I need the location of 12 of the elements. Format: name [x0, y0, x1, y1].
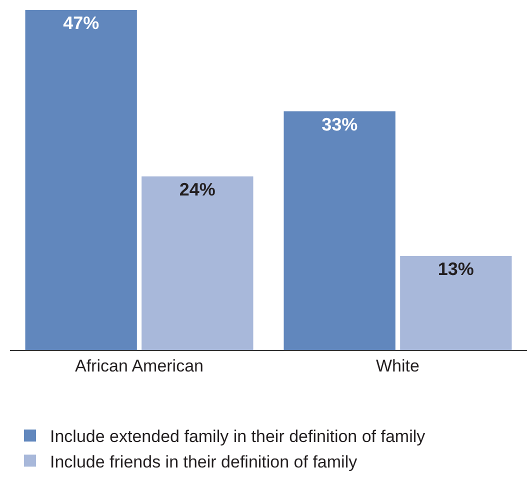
bar: [284, 111, 396, 350]
data-label: 47%: [63, 13, 100, 33]
data-label: 24%: [179, 179, 216, 200]
bar: [400, 256, 512, 350]
x-tick-label: White: [376, 356, 420, 376]
data-label: 13%: [438, 258, 474, 279]
legend-label: Include extended family in their definition of family: [50, 427, 426, 446]
x-tick-label: African American: [75, 356, 204, 376]
legend-label: Include friends in their definition of family: [50, 452, 358, 472]
data-label: 33%: [322, 114, 358, 134]
bar: [25, 10, 137, 350]
bar: [142, 176, 254, 350]
